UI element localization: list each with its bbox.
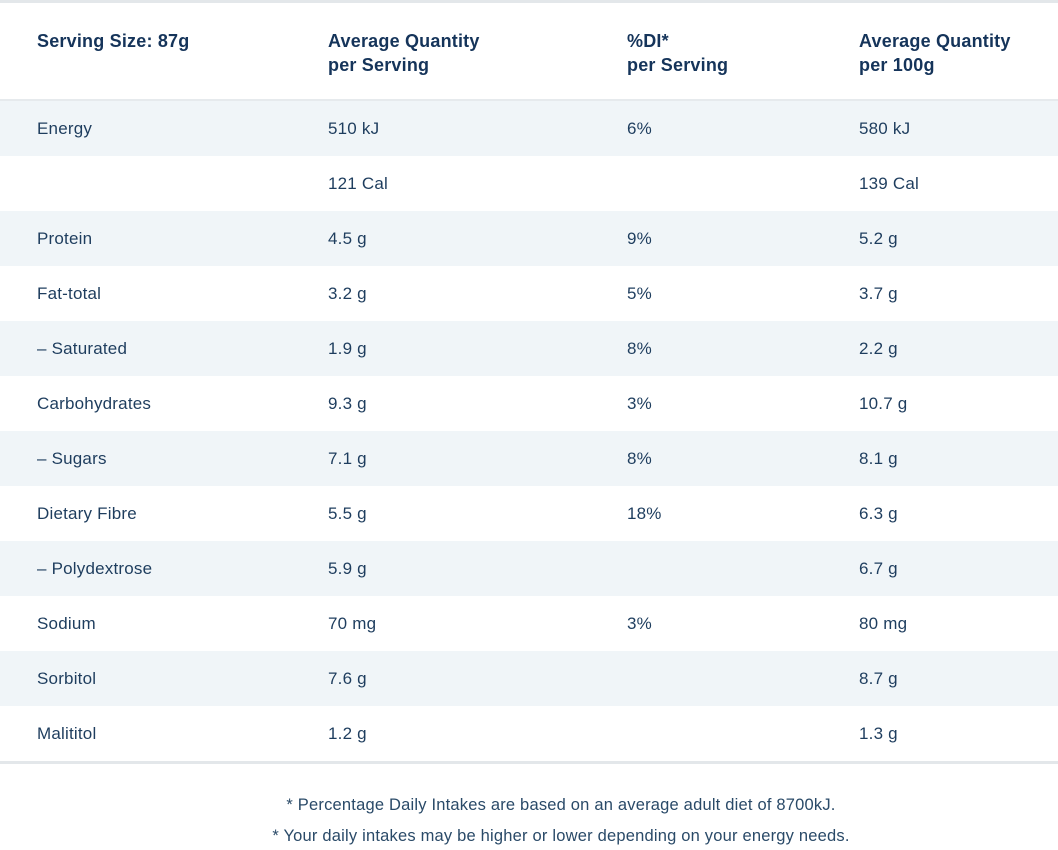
value-per-100g: 6.7 g (859, 558, 898, 578)
nutrient-label: – Saturated (37, 338, 128, 358)
value-per-100g: 10.7 g (859, 393, 908, 413)
table-row-fat-total: Fat-total 3.2 g 5% 3.7 g (0, 266, 1058, 321)
value-per-serving: 70 mg (328, 613, 377, 633)
value-per-100g: 80 mg (859, 613, 908, 633)
value-per-serving: 1.9 g (328, 338, 367, 358)
header-avg-per-serving: Average Quantity per Serving (328, 31, 480, 75)
table-row-sodium: Sodium 70 mg 3% 80 mg (0, 596, 1058, 651)
value-di-percent: 3% (627, 393, 652, 413)
footnote-daily-intake: * Percentage Daily Intakes are based on … (286, 796, 836, 814)
table-header: Serving Size: 87g Average Quantity per S… (0, 3, 1058, 101)
value-per-serving: 4.5 g (328, 228, 367, 248)
nutrient-label: Fat-total (37, 283, 102, 303)
nutrient-label: Sorbitol (37, 668, 97, 688)
value-di-percent: 9% (627, 228, 652, 248)
value-per-100g: 2.2 g (859, 338, 898, 358)
value-per-100g: 139 Cal (859, 173, 919, 193)
value-per-serving: 7.1 g (328, 448, 367, 468)
nutrient-label: Carbohydrates (37, 393, 152, 413)
value-per-serving: 7.6 g (328, 668, 367, 688)
value-per-100g: 8.7 g (859, 668, 898, 688)
header-serving-size: Serving Size: 87g (37, 31, 190, 51)
table-row-saturated: – Saturated 1.9 g 8% 2.2 g (0, 321, 1058, 376)
value-di-percent: 3% (627, 613, 652, 633)
table-body: Energy 510 kJ 6% 580 kJ 121 Cal 139 Cal … (0, 101, 1058, 761)
value-per-100g: 1.3 g (859, 723, 898, 743)
table-row-carbohydrates: Carbohydrates 9.3 g 3% 10.7 g (0, 376, 1058, 431)
table-row-sugars: – Sugars 7.1 g 8% 8.1 g (0, 431, 1058, 486)
table-row-energy-cal: 121 Cal 139 Cal (0, 156, 1058, 211)
header-di-per-serving: %DI* per Serving (627, 31, 729, 75)
value-per-serving: 9.3 g (328, 393, 367, 413)
table-row-sorbitol: Sorbitol 7.6 g 8.7 g (0, 651, 1058, 706)
table-row-dietary-fibre: Dietary Fibre 5.5 g 18% 6.3 g (0, 486, 1058, 541)
nutrient-label: Malititol (37, 723, 97, 743)
value-per-100g: 580 kJ (859, 118, 911, 138)
value-di-percent: 8% (627, 448, 652, 468)
value-di-percent: 18% (627, 503, 662, 523)
table-row-polydextrose: – Polydextrose 5.9 g 6.7 g (0, 541, 1058, 596)
value-per-100g: 3.7 g (859, 283, 898, 303)
value-per-serving: 510 kJ (328, 118, 380, 138)
value-di-percent: 6% (627, 118, 652, 138)
footnotes: * Percentage Daily Intakes are based on … (0, 761, 1058, 850)
table-row-malititol: Malititol 1.2 g 1.3 g (0, 706, 1058, 761)
header-avg-per-100g: Average Quantity per 100g (859, 31, 1011, 75)
value-per-serving: 5.5 g (328, 503, 367, 523)
value-per-100g: 5.2 g (859, 228, 898, 248)
value-per-100g: 6.3 g (859, 503, 898, 523)
nutrient-label: – Sugars (37, 448, 107, 468)
nutrient-label: Dietary Fibre (37, 503, 137, 523)
value-per-serving: 121 Cal (328, 173, 388, 193)
value-per-serving: 1.2 g (328, 723, 367, 743)
value-di-percent: 8% (627, 338, 652, 358)
nutrient-label: Sodium (37, 613, 96, 633)
value-per-serving: 5.9 g (328, 558, 367, 578)
footnote-energy-needs: * Your daily intakes may be higher or lo… (272, 827, 850, 845)
table-row-energy: Energy 510 kJ 6% 580 kJ (0, 101, 1058, 156)
value-per-100g: 8.1 g (859, 448, 898, 468)
value-di-percent: 5% (627, 283, 652, 303)
nutrient-label: Protein (37, 228, 93, 248)
nutrient-label: Energy (37, 118, 93, 138)
nutrient-label: – Polydextrose (37, 558, 153, 578)
table-row-protein: Protein 4.5 g 9% 5.2 g (0, 211, 1058, 266)
value-per-serving: 3.2 g (328, 283, 367, 303)
